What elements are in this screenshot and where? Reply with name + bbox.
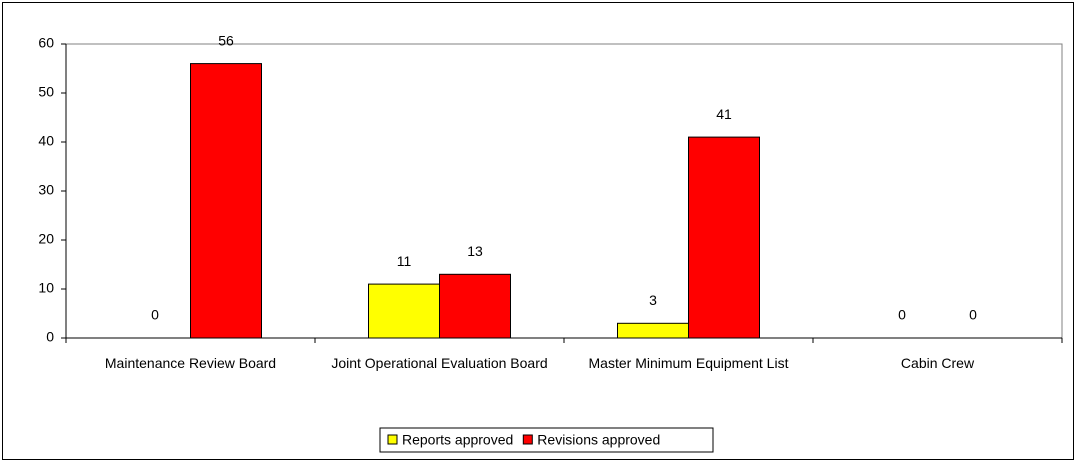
x-tick-label: Cabin Crew — [900, 355, 975, 371]
x-tick-label: Master Minimum Equipment List — [588, 355, 789, 371]
bar — [688, 136, 760, 339]
legend-label: Revisions approved — [537, 432, 660, 448]
data-label: 0 — [151, 307, 159, 323]
data-label: 0 — [969, 307, 977, 323]
legend-box — [379, 427, 714, 453]
y-tick-label: 20 — [38, 231, 54, 247]
legend-swatch — [522, 434, 533, 445]
y-tick-label: 60 — [38, 35, 54, 51]
legend-label: Reports approved — [402, 432, 513, 448]
bar — [439, 273, 511, 339]
x-tick-label: Joint Operational Evaluation Board — [331, 355, 548, 371]
x-tick-label: Maintenance Review Board — [104, 355, 277, 371]
y-tick-label: 30 — [38, 182, 54, 198]
bar — [190, 63, 262, 339]
data-label: 3 — [649, 292, 657, 308]
data-label: 11 — [397, 253, 412, 269]
y-tick-label: 0 — [46, 329, 54, 345]
y-tick-label: 40 — [38, 133, 54, 149]
bar — [368, 283, 440, 339]
data-label: 56 — [218, 32, 234, 48]
bar — [617, 322, 689, 339]
y-tick-label: 50 — [38, 84, 54, 100]
y-tick-label: 10 — [38, 280, 54, 296]
data-label: 0 — [898, 307, 906, 323]
data-label: 41 — [716, 106, 732, 122]
legend-swatch — [387, 434, 398, 445]
data-label: 13 — [467, 243, 483, 259]
